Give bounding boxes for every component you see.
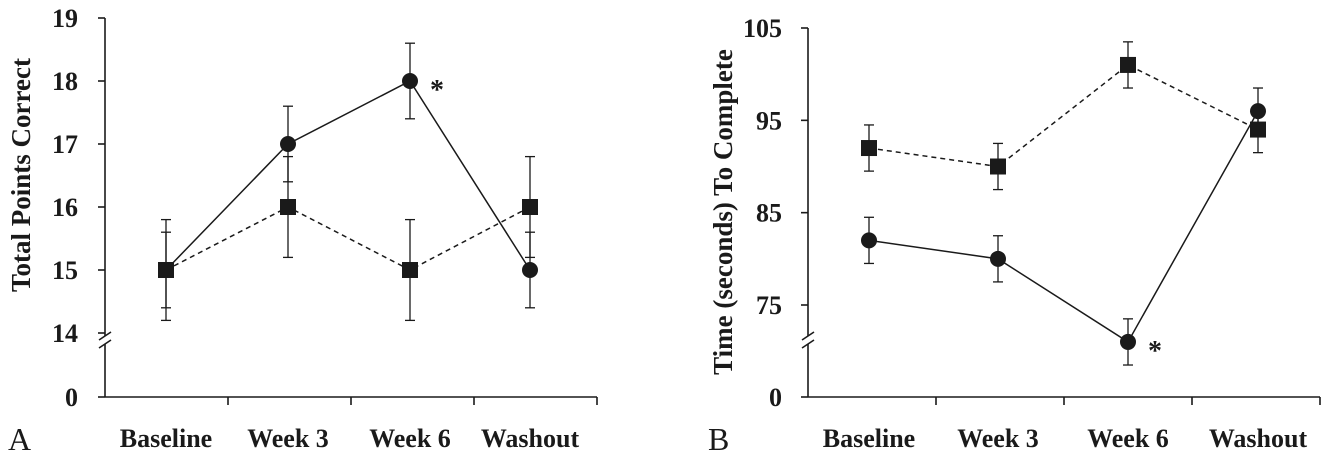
panel-b-point-circle — [1120, 333, 1136, 350]
panel-a-y-tick-label-zero: 0 — [65, 383, 78, 412]
panel-a-point-square — [280, 199, 296, 215]
panel-a-series-line-circle-solid — [165, 80, 531, 271]
panel-b-point-circle — [861, 232, 877, 249]
panel-b-y-tick-label: 75 — [756, 291, 782, 320]
panel-a-series-line-square-dashed — [165, 206, 531, 271]
panel-b-point-square — [1120, 56, 1136, 73]
panel-a-panel-letter: A — [8, 421, 31, 457]
panel-b-significance-asterisk: * — [1148, 336, 1162, 367]
panel-a-point-circle — [280, 136, 296, 152]
panel-b-point-square — [861, 140, 877, 157]
panel-a-point-square — [402, 262, 418, 278]
panel-a-point-circle — [402, 73, 418, 89]
panel-b: 75 85 95 105 0 Time (seconds) To Complete Base… — [708, 14, 1321, 457]
panel-a-significance-asterisk: * — [430, 75, 444, 106]
panel-b-point-square — [990, 158, 1006, 175]
panel-a-point-circle — [522, 262, 538, 278]
panel-b-y-tick-label: 105 — [743, 14, 782, 43]
panel-a-y-tick-label: 17 — [52, 130, 78, 159]
panel-a-y-tick-label: 14 — [52, 319, 78, 348]
panel-a-y-tick-label: 15 — [52, 256, 78, 285]
panel-a-axis-break-mark — [98, 331, 112, 341]
panel-b-y-tick-label: 85 — [756, 199, 782, 228]
panel-a-y-tick-label: 18 — [52, 67, 78, 96]
panel-a-point-square — [158, 262, 174, 278]
panel-b-point-square — [1250, 121, 1266, 138]
panel-b-axis-break-mark — [801, 331, 815, 341]
panel-a-y-tick-label: 19 — [52, 4, 78, 33]
panel-a: 14 15 16 17 18 19 0 Total Points Correct Baselin… — [6, 4, 598, 457]
panel-a-x-tick-label: Washout — [481, 424, 580, 453]
panel-b-series-line-square-dashed — [868, 64, 1259, 168]
panel-b-x-tick-label: Baseline — [823, 424, 915, 453]
panel-b-y-tick-label-zero: 0 — [769, 383, 782, 412]
panel-b-x-tick-label: Week 6 — [1087, 424, 1169, 453]
panel-a-point-square — [522, 199, 538, 215]
panel-b-point-circle — [990, 250, 1006, 267]
panel-a-y-axis-title: Total Points Correct — [6, 58, 36, 292]
panel-b-x-tick-label: Washout — [1209, 424, 1308, 453]
panel-b-y-axis-title: Time (seconds) To Complete — [708, 49, 738, 375]
panel-b-series-line-circle-solid — [868, 110, 1259, 343]
panel-b-y-tick-label: 95 — [756, 106, 782, 135]
panel-a-x-tick-label: Week 6 — [369, 424, 451, 453]
panel-a-x-tick-label: Baseline — [120, 424, 212, 453]
panel-a-y-tick-label: 16 — [52, 193, 78, 222]
panel-b-panel-letter: B — [708, 421, 729, 457]
panel-a-x-tick-label: Week 3 — [247, 424, 329, 453]
panel-b-x-tick-label: Week 3 — [957, 424, 1039, 453]
